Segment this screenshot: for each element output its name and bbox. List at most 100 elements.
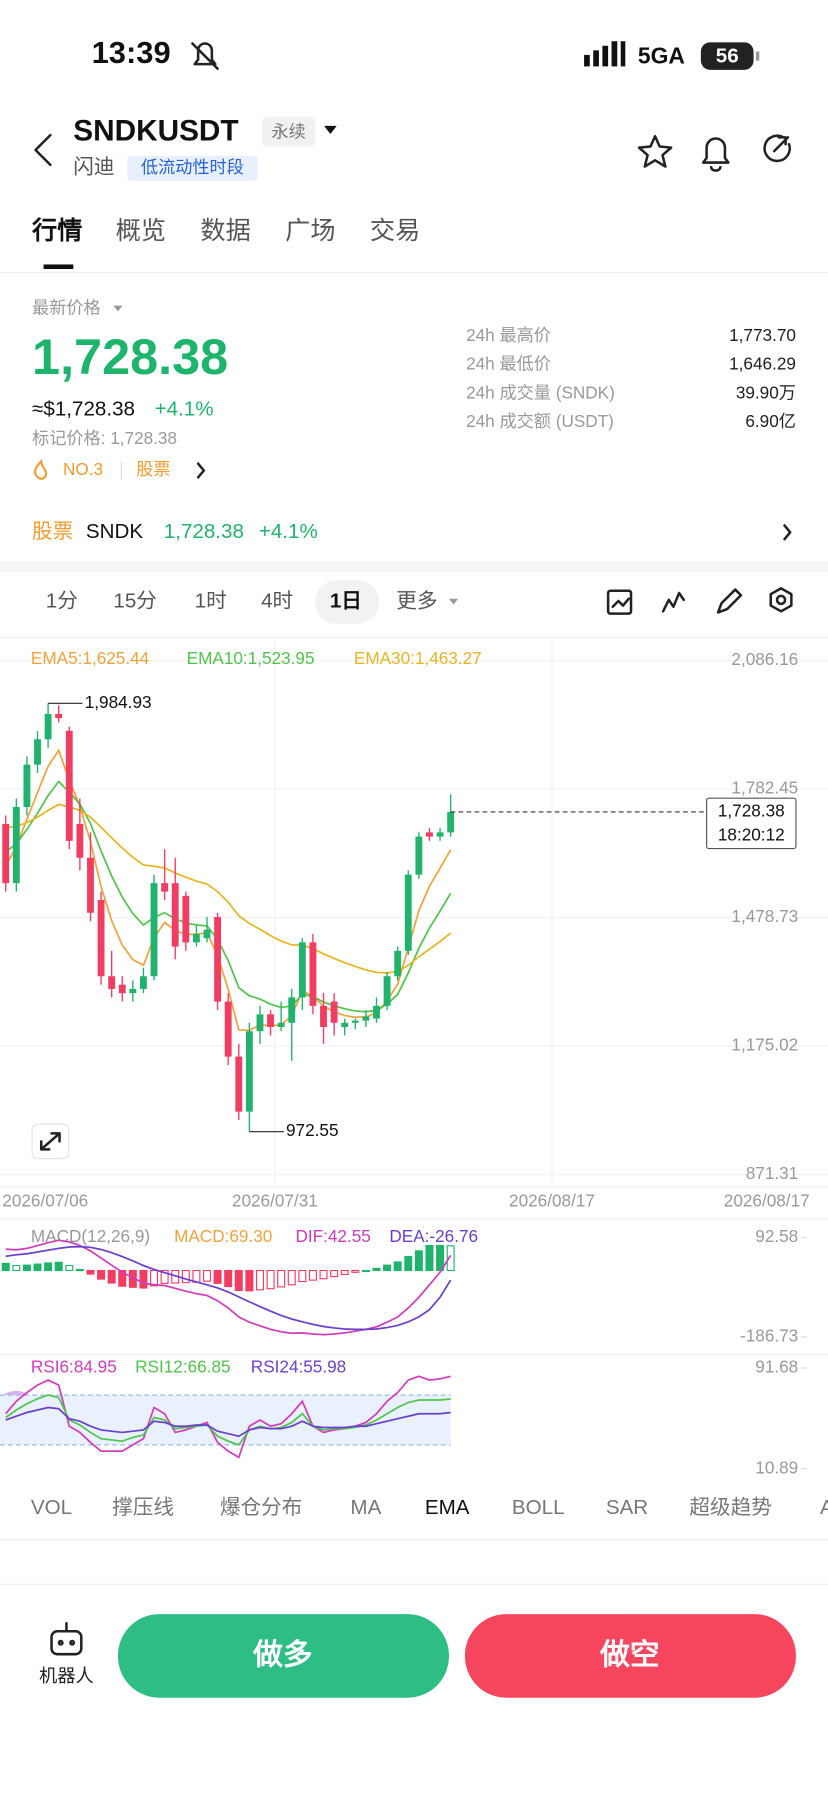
stock-arrow[interactable] [783,524,792,541]
long-label[interactable]: 做多 [252,1638,313,1671]
candle-body [55,713,63,719]
macd-bar [86,1269,95,1275]
candle-body [436,832,444,837]
macd-legend: DIF:42.55 [295,1226,370,1246]
tab[interactable]: 数据 [200,217,250,245]
silent-icon [191,42,219,70]
candle-body [447,811,455,833]
candle-body [256,1014,264,1032]
asset-name: 闪迪 [73,156,114,179]
macd-bar [160,1269,169,1284]
usd-price: ≈$1,728.38 [32,397,135,420]
macd-bar [12,1264,21,1272]
macd-bar [118,1269,127,1287]
macd-bar [372,1267,381,1272]
candle-body [330,1001,338,1023]
x-tick-label: 2026/07/31 [232,1191,318,1211]
candle-body [2,823,10,884]
y-tick-label: 871.31 [746,1163,798,1183]
section-gap [0,560,828,573]
rank-arrow[interactable] [196,462,206,479]
macd-bar [308,1269,317,1281]
interval-active [314,580,380,624]
tab[interactable]: 概览 [116,217,166,245]
interval[interactable]: 1分 [46,590,78,613]
macd-bar [65,1264,74,1272]
indicator-tab[interactable]: 超级趋势 [689,1496,771,1519]
macd-bar [414,1250,423,1272]
short-label[interactable]: 做空 [599,1638,660,1671]
macd-bar [436,1244,445,1272]
more-dropdown[interactable] [448,598,459,605]
macd-bar [97,1269,106,1280]
fullscreen-icon[interactable] [39,1132,61,1151]
robot-icon[interactable] [50,1622,83,1656]
contract-badge [262,116,315,147]
interval[interactable]: 更多 [396,590,437,613]
price-dropdown[interactable] [113,305,123,312]
interval[interactable]: 15分 [113,590,157,613]
macd-bar [287,1269,296,1286]
stat-label: 24h 最低价 [466,354,551,374]
indicator-tab[interactable]: SAR [606,1496,648,1519]
macd-bar [383,1264,392,1272]
ema-legend: EMA5:1,625.44 [31,648,150,668]
rank-tag[interactable]: 股票 [136,459,170,479]
rank: NO.3 [63,459,103,479]
short-button[interactable] [464,1614,796,1698]
macd-bar [393,1261,402,1272]
macd-bar [202,1269,212,1282]
battery [700,42,754,70]
candle-body [182,895,190,943]
indicator-tab[interactable]: MA [350,1496,381,1519]
interval[interactable]: 1日 [330,590,362,613]
signal-icon [584,41,626,67]
favorite-button[interactable] [637,134,673,168]
symbol-dropdown[interactable] [324,125,337,134]
candle-body [245,1031,253,1112]
candle-body [277,1022,285,1028]
candle-body [87,857,94,913]
mark-price: 标记价格: 1,728.38 [32,428,177,448]
robot-label[interactable]: 机器人 [39,1665,94,1686]
stock-symbol[interactable]: SNDK [86,520,143,543]
candle-body [320,1005,327,1028]
price-change: +4.1% [155,397,214,420]
candle-body [118,984,126,994]
chart-tools[interactable] [606,587,793,615]
y-tick-label: 91.68 [755,1357,798,1377]
symbol[interactable]: SNDKUSDT [73,115,238,148]
tab[interactable]: 交易 [370,217,420,245]
tab[interactable]: 行情 [31,217,82,245]
indicator-tab[interactable]: 爆仓分布 [220,1496,302,1519]
indicator-tab[interactable]: BOLL [512,1496,565,1519]
macd-bar [266,1269,275,1290]
rsi-line [5,1406,451,1438]
alert-button[interactable] [701,137,730,172]
tab[interactable]: 广场 [285,217,335,245]
candle-body [23,764,31,807]
indicator-tab[interactable]: VOL [31,1496,72,1519]
long-button[interactable] [117,1614,449,1698]
share-button[interactable] [763,134,791,163]
indicator-tab[interactable]: A [820,1496,828,1519]
indicator-tab[interactable]: 撑压线 [112,1496,174,1519]
interval[interactable]: 1时 [195,590,227,613]
macd-bar [298,1269,307,1283]
stock-change: +4.1% [259,520,318,543]
last-price-box [706,797,797,850]
macd-bar [150,1269,159,1287]
network: 5GA [638,42,685,68]
stat-label: 24h 成交量 (SNDK) [466,382,615,402]
indicator-tab[interactable]: EMA [425,1496,470,1519]
interval[interactable]: 4时 [261,590,293,613]
low-label: 972.55 [286,1120,338,1140]
candle-body [192,933,200,943]
macd-bar [340,1269,349,1276]
back-button[interactable] [34,133,52,167]
candle-body [394,950,402,977]
macd-bar [319,1269,328,1280]
candle-body [203,929,211,939]
macd-legend: DEA:-26.76 [389,1226,478,1246]
